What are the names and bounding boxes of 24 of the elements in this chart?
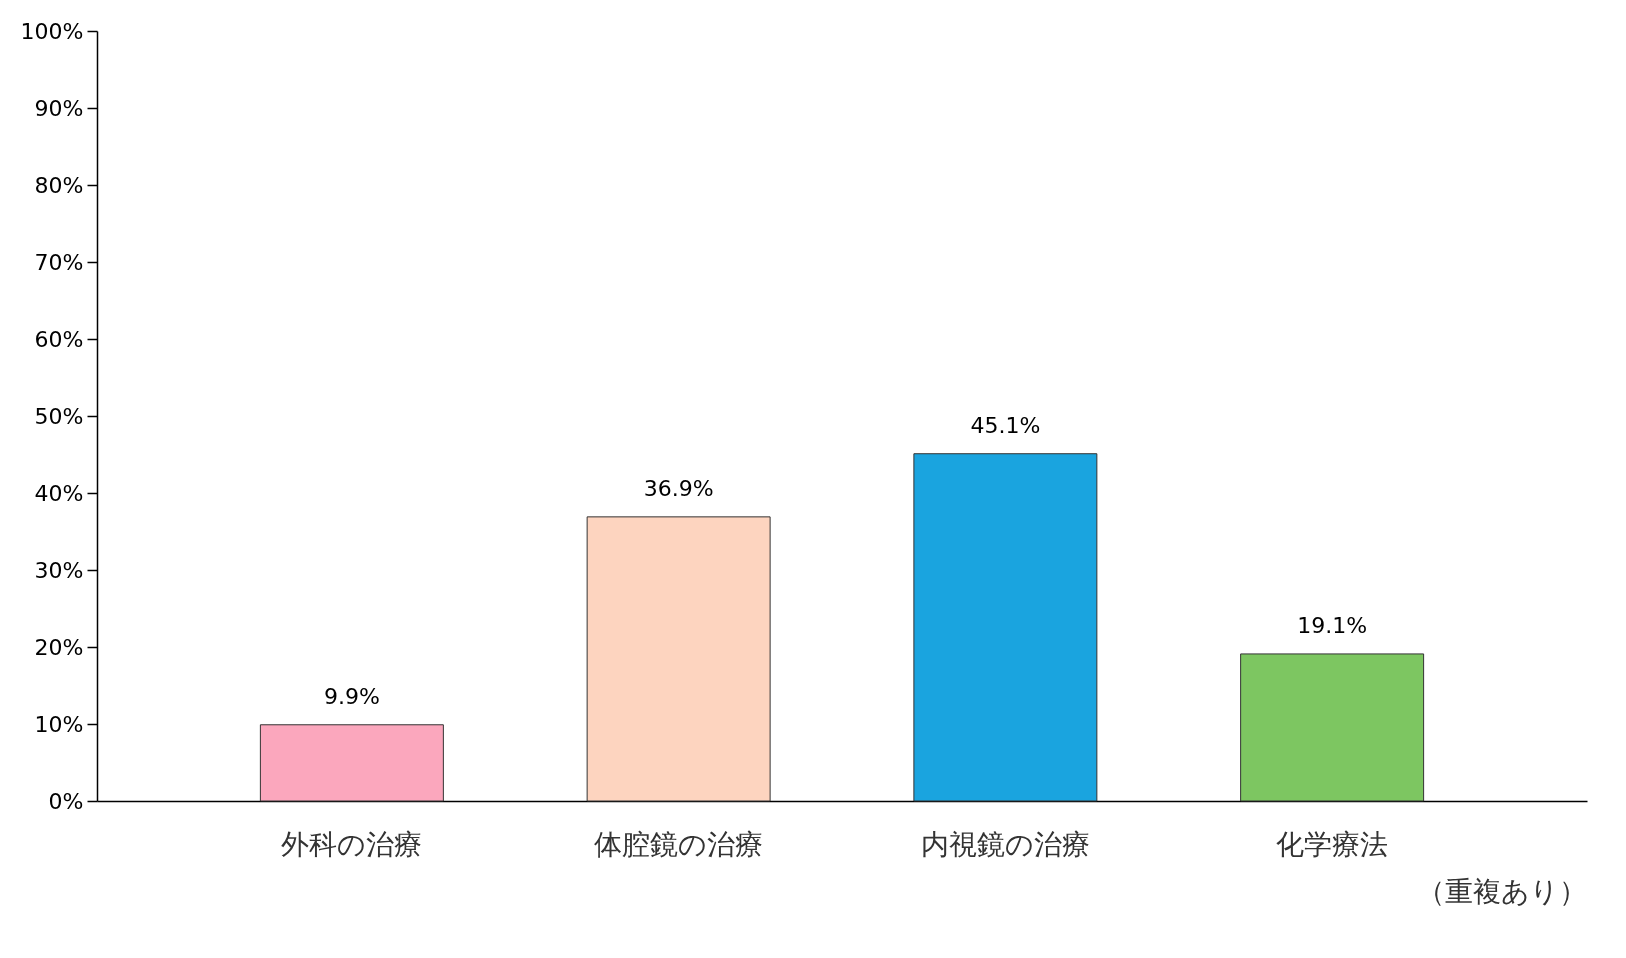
data-label: 19.1% (1297, 612, 1368, 638)
x-tick-label: 外科の治療 (281, 827, 423, 861)
y-tick-label: 20% (34, 634, 84, 660)
data-label: 45.1% (970, 412, 1041, 438)
y-tick-label: 30% (34, 557, 84, 583)
y-tick-label: 80% (34, 172, 84, 198)
bar (586, 516, 771, 802)
data-label: 36.9% (643, 475, 714, 501)
bar (1240, 653, 1425, 802)
text: （重複あり） (1417, 875, 1587, 908)
y-tick-label: 40% (34, 480, 84, 506)
y-tick-label: 90% (34, 95, 84, 121)
y-tick-label: 10% (34, 711, 84, 737)
data-label: 9.9% (323, 683, 380, 709)
y-tick-label: 0% (48, 788, 84, 814)
y-tick-label: 50% (34, 403, 84, 429)
x-tick-label: 体腔鏡の治療 (594, 827, 764, 861)
y-tick-label: 70% (34, 249, 84, 275)
x-tick-label: 内視鏡の治療 (920, 827, 1090, 861)
y-tick-label: 100% (20, 18, 84, 44)
bar (259, 724, 444, 802)
bar (913, 453, 1098, 802)
x-tick-label: 化学療法 (1276, 827, 1389, 861)
y-tick-label: 60% (34, 326, 84, 352)
